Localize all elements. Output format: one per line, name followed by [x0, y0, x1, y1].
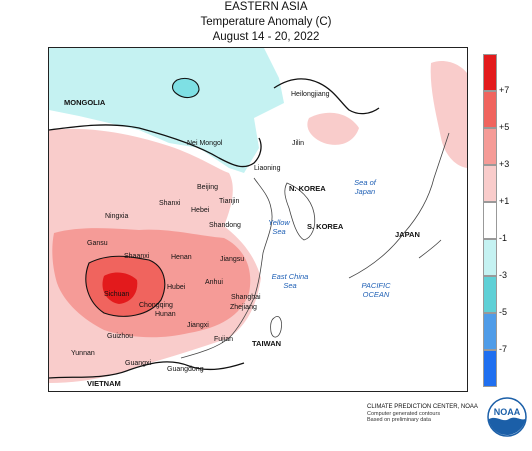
contour-zero-east	[273, 78, 380, 115]
label-shanghai: Shanghai	[231, 294, 261, 301]
legend-swatch	[483, 165, 497, 202]
contour-warm-inner	[85, 255, 166, 317]
coastline-korea	[284, 182, 316, 241]
label-yunnan: Yunnan	[71, 350, 95, 357]
label-henan: Henan	[171, 254, 192, 261]
legend-swatch	[483, 128, 497, 165]
label-anhui: Anhui	[205, 279, 223, 286]
label-liaoning: Liaoning	[254, 165, 281, 172]
map-title: EASTERN ASIA Temperature Anomaly (C) Aug…	[0, 0, 532, 45]
anomaly-map: MONGOLIA Heilongjiang Nei Mongol Jilin L…	[48, 47, 468, 392]
legend-swatch	[483, 276, 497, 313]
label-jiangxi: Jiangxi	[187, 322, 209, 329]
label-sea-of-japan: Sea of Japan	[354, 178, 376, 196]
label-yellow-sea: Yellow Sea	[268, 218, 290, 236]
label-ningxia: Ningxia	[105, 213, 129, 220]
label-zhejiang: Zhejiang	[230, 304, 257, 311]
label-beijing: Beijing	[197, 184, 219, 191]
label-tianjin: Tianjin	[219, 198, 240, 205]
label-heilongjiang: Heilongjiang	[291, 91, 330, 98]
label-pacific-ocean: PACIFIC OCEAN	[361, 281, 391, 299]
label-east-china-sea: East China Sea	[271, 272, 309, 290]
cold-anomaly-core	[172, 78, 199, 98]
legend-tick-label: +1	[499, 196, 510, 206]
legend-swatch	[483, 239, 497, 276]
label-guangxi: Guangxi	[125, 360, 152, 367]
label-shaanxi: Shaanxi	[124, 253, 150, 260]
title-period: August 14 - 20, 2022	[212, 31, 320, 43]
credits: CLIMATE PREDICTION CENTER, NOAA Computer…	[367, 404, 487, 424]
extreme-warm-core	[102, 272, 138, 304]
label-hebei: Hebei	[191, 207, 210, 214]
credit-line-contours: Computer generated contours	[367, 410, 441, 417]
label-sichuan: Sichuan	[104, 291, 130, 298]
map-canvas	[49, 48, 467, 391]
label-shandong: Shandong	[209, 222, 241, 229]
legend-tick-label: +5	[499, 122, 510, 132]
legend-tick-label: -3	[499, 270, 508, 280]
warm-anomaly-east	[430, 61, 467, 168]
legend-swatch	[483, 91, 497, 128]
legend-swatch	[483, 350, 497, 387]
legend-tick-label: -5	[499, 307, 508, 317]
label-mongolia: MONGOLIA	[64, 98, 106, 107]
title-region: EASTERN ASIA	[224, 1, 308, 13]
noaa-logo-text: NOAA	[494, 407, 521, 417]
label-s-korea: S. KOREA	[307, 222, 344, 231]
label-taiwan: TAIWAN	[252, 339, 282, 348]
noaa-logo: NOAA	[487, 397, 527, 437]
legend-tick-label: -7	[499, 344, 508, 354]
coastline-china	[180, 177, 273, 359]
contour-cold-core	[171, 77, 200, 99]
label-vietnam: VIETNAM	[87, 379, 121, 388]
label-jiangsu: Jiangsu	[220, 256, 245, 263]
label-jilin: Jilin	[292, 140, 305, 147]
label-fujian: Fujian	[214, 336, 234, 343]
legend-swatch	[483, 54, 497, 91]
legend-tick-label: -1	[499, 233, 508, 243]
title-variable: Temperature Anomaly (C)	[200, 16, 332, 28]
label-hunan: Hunan	[155, 311, 176, 318]
credit-line-data: Based on preliminary data	[367, 417, 431, 423]
label-guangdong: Guangdong	[167, 366, 204, 373]
cold-anomaly-region	[49, 48, 284, 173]
legend-swatch	[483, 202, 497, 239]
contour-zero-south	[49, 361, 245, 379]
coastline-taiwan	[270, 315, 282, 338]
label-gansu: Gansu	[87, 240, 108, 247]
legend-swatch	[483, 313, 497, 350]
label-chongqing: Chongqing	[139, 302, 173, 309]
label-shanxi: Shanxi	[159, 200, 181, 207]
coastline-japan	[348, 132, 450, 279]
warm-anomaly-northeast	[307, 112, 359, 145]
label-nei-mongol: Nei Mongol	[187, 140, 223, 147]
legend-tick-label: +3	[499, 159, 510, 169]
contour-zero-north	[49, 124, 262, 168]
label-hubei: Hubei	[167, 284, 186, 291]
label-japan: JAPAN	[395, 230, 420, 239]
label-guizhou: Guizhou	[107, 333, 134, 340]
label-n-korea: N. KOREA	[289, 184, 326, 193]
credit-line-cpc: CLIMATE PREDICTION CENTER, NOAA	[367, 404, 478, 410]
legend-tick-label: +7	[499, 85, 510, 95]
